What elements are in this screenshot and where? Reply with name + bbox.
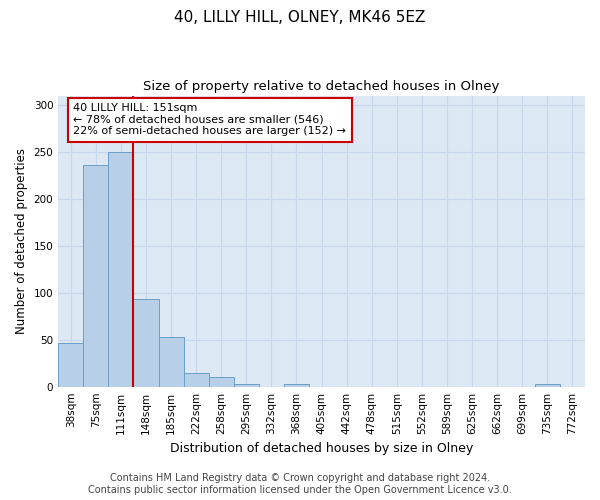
X-axis label: Distribution of detached houses by size in Olney: Distribution of detached houses by size …	[170, 442, 473, 455]
Title: Size of property relative to detached houses in Olney: Size of property relative to detached ho…	[143, 80, 500, 93]
Bar	[158, 337, 184, 386]
Bar	[234, 384, 259, 386]
Text: 40, LILLY HILL, OLNEY, MK46 5EZ: 40, LILLY HILL, OLNEY, MK46 5EZ	[175, 10, 425, 25]
Bar	[109, 152, 133, 386]
Bar	[184, 372, 209, 386]
Text: 40 LILLY HILL: 151sqm
← 78% of detached houses are smaller (546)
22% of semi-det: 40 LILLY HILL: 151sqm ← 78% of detached …	[73, 103, 346, 136]
Bar	[535, 384, 560, 386]
Bar	[209, 378, 234, 386]
Bar	[284, 384, 309, 386]
Text: Contains HM Land Registry data © Crown copyright and database right 2024.
Contai: Contains HM Land Registry data © Crown c…	[88, 474, 512, 495]
Bar	[83, 165, 109, 386]
Bar	[58, 342, 83, 386]
Bar	[133, 300, 158, 386]
Y-axis label: Number of detached properties: Number of detached properties	[15, 148, 28, 334]
